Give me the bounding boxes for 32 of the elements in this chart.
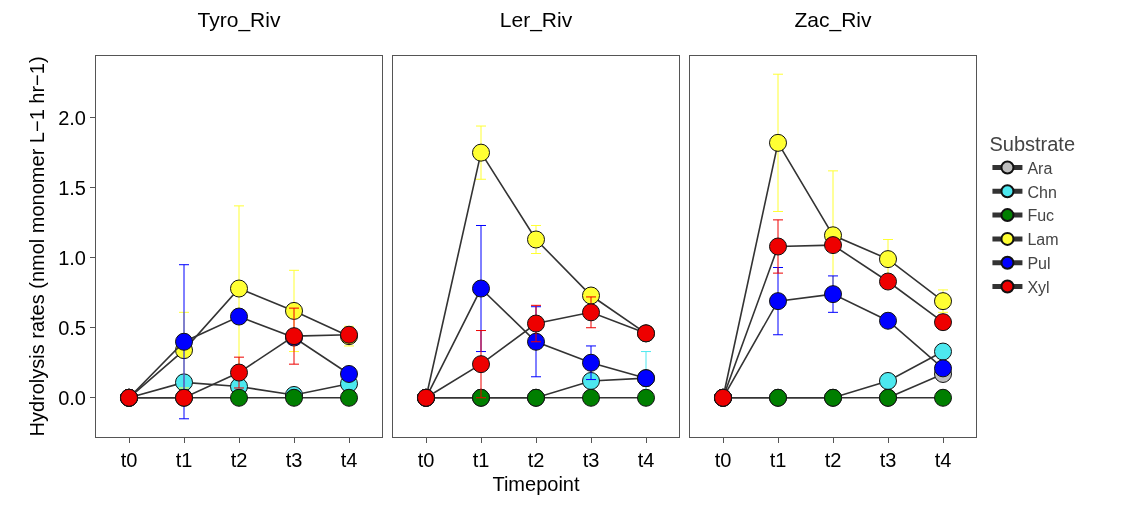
legend-label: Xyl: [1027, 278, 1050, 296]
y-tick-label: 0.5: [58, 316, 86, 339]
x-tick-label: t1: [769, 449, 787, 471]
y-tick-label: 0.0: [58, 386, 86, 409]
legend-label: Pul: [1027, 254, 1051, 272]
x-tick-label: t0: [120, 449, 138, 471]
legend-label: Fuc: [1027, 207, 1055, 225]
x-tick-label: t3: [285, 449, 303, 471]
x-tick-label: t0: [714, 449, 732, 471]
x-tick-label: t2: [824, 449, 842, 471]
x-tick-label: t1: [472, 449, 490, 471]
x-tick-label: t4: [340, 449, 358, 471]
y-axis-title: Hydrolysis rates (nmol monomer L−1 hr−1): [25, 56, 48, 437]
x-axis-title: Timepoint: [492, 472, 580, 495]
legend-title: Substrate: [989, 132, 1076, 155]
chart-title: Tyro_Riv: [197, 8, 281, 33]
x-tick-label: t0: [417, 449, 435, 471]
legend-label: Ara: [1027, 159, 1053, 177]
x-tick-label: t3: [582, 449, 600, 471]
y-tick-label: 2.0: [58, 106, 86, 129]
legend-label: Chn: [1027, 183, 1057, 201]
x-tick-label: t2: [527, 449, 545, 471]
x-tick-label: t4: [934, 449, 952, 471]
x-tick-label: t2: [230, 449, 248, 471]
x-tick-label: t3: [879, 449, 897, 471]
chart-title: Zac_Riv: [794, 8, 872, 33]
x-tick-label: t1: [175, 449, 193, 471]
chart-title: Ler_Riv: [499, 8, 573, 33]
legend-label: Lam: [1027, 231, 1059, 249]
y-tick-label: 1.0: [58, 246, 86, 269]
y-tick-label: 1.5: [58, 176, 86, 199]
x-tick-label: t4: [637, 449, 655, 471]
